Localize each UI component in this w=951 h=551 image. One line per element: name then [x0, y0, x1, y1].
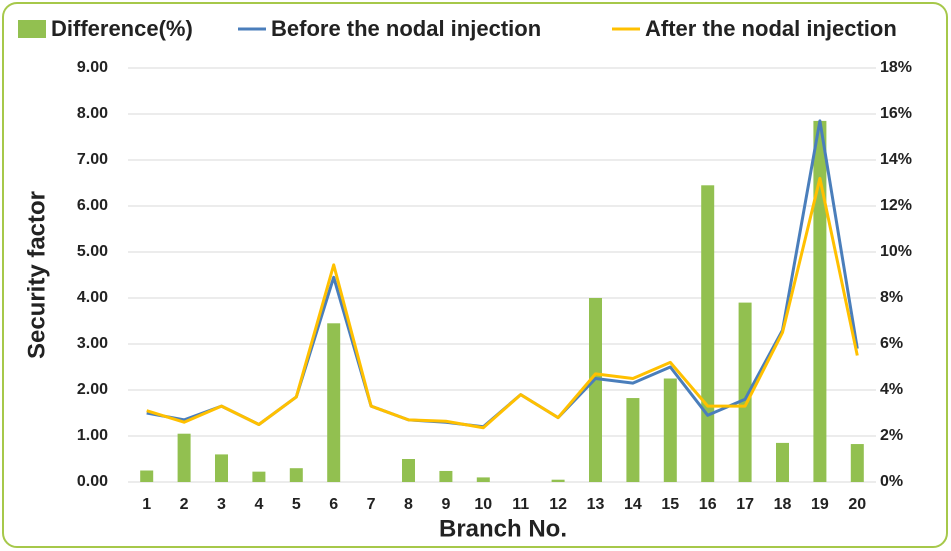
y2-tick-label: 2% [880, 427, 903, 444]
x-tick-label: 9 [441, 496, 450, 513]
bar [589, 298, 602, 482]
legend-label: Before the nodal injection [271, 16, 541, 41]
y-tick-label: 1.00 [77, 427, 108, 444]
bar [140, 470, 154, 482]
x-tick-label: 20 [848, 496, 866, 513]
x-tick-label: 13 [587, 496, 605, 513]
y2-tick-label: 6% [880, 335, 903, 352]
y2-tick-label: 8% [880, 289, 903, 306]
x-tick-label: 6 [329, 496, 338, 513]
bar [626, 398, 640, 482]
y-tick-label: 5.00 [77, 243, 108, 260]
y2-tick-label: 18% [880, 59, 912, 76]
bar [476, 477, 490, 482]
x-tick-label: 16 [699, 496, 717, 513]
x-tick-label: 1 [142, 496, 151, 513]
bar [402, 459, 415, 482]
y-tick-label: 8.00 [77, 105, 108, 122]
x-tick-label: 3 [217, 496, 226, 513]
y2-tick-label: 14% [880, 151, 912, 168]
x-tick-label: 5 [292, 496, 301, 513]
bar [177, 433, 191, 482]
y-tick-label: 4.00 [77, 289, 108, 306]
y-tick-label: 6.00 [77, 197, 108, 214]
bar [701, 185, 715, 483]
x-tick-label: 7 [367, 496, 376, 513]
y-tick-label: 0.00 [77, 473, 108, 490]
bar [327, 323, 341, 482]
x-tick-label: 10 [474, 496, 492, 513]
legend-swatch [18, 20, 46, 38]
bar [663, 378, 677, 482]
bar [252, 471, 266, 482]
bar [776, 442, 789, 482]
x-tick-label: 2 [180, 496, 189, 513]
x-tick-label: 8 [404, 496, 413, 513]
bar [551, 479, 565, 482]
y2-tick-label: 4% [880, 381, 903, 398]
line [146, 176, 859, 430]
x-tick-label: 19 [811, 496, 829, 513]
y-tick-label: 7.00 [77, 151, 108, 168]
bar [738, 302, 752, 482]
x-tick-label: 15 [661, 496, 679, 513]
y-axis-label: Security factor [23, 191, 50, 359]
x-axis-label: Branch No. [439, 515, 567, 542]
y2-tick-label: 10% [880, 243, 912, 260]
y2-tick-label: 16% [880, 105, 912, 122]
y-tick-label: 3.00 [77, 335, 108, 352]
bar [439, 470, 453, 482]
x-tick-label: 11 [512, 496, 529, 513]
x-tick-label: 14 [624, 496, 642, 513]
y2-tick-label: 0% [880, 473, 903, 490]
x-tick-label: 12 [549, 496, 567, 513]
bar [813, 120, 827, 483]
x-tick-label: 4 [254, 496, 263, 513]
bar [289, 468, 303, 482]
x-tick-label: 17 [736, 496, 754, 513]
y-tick-label: 9.00 [77, 59, 108, 76]
legend-label: Difference(%) [51, 16, 193, 41]
y-tick-label: 2.00 [77, 381, 108, 398]
y2-tick-label: 12% [880, 197, 912, 214]
x-tick-label: 18 [774, 496, 792, 513]
bar [850, 444, 864, 482]
legend-label: After the nodal injection [645, 16, 897, 41]
bar [215, 454, 228, 482]
